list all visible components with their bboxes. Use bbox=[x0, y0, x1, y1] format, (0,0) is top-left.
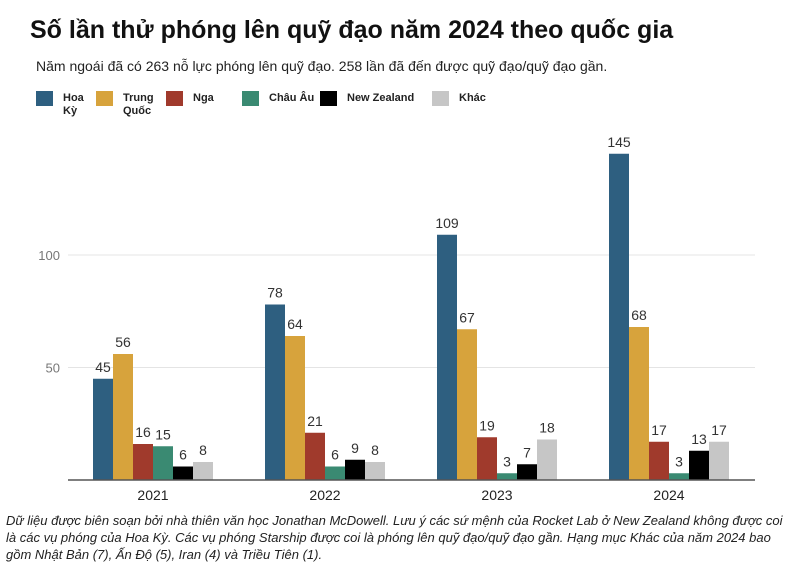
legend-item-chau-au: Châu Âu bbox=[242, 91, 329, 106]
data-label: 6 bbox=[179, 447, 187, 463]
x-tick-label: 2023 bbox=[481, 487, 512, 503]
x-tick-label: 2022 bbox=[309, 487, 340, 503]
data-label: 9 bbox=[351, 440, 359, 456]
bar-chau-au-2024 bbox=[669, 473, 689, 480]
data-label: 8 bbox=[199, 442, 207, 458]
data-label: 67 bbox=[459, 309, 475, 325]
legend-label: Khác bbox=[459, 92, 486, 104]
chart-title: Số lần thử phóng lên quỹ đạo năm 2024 th… bbox=[30, 16, 674, 44]
x-tick-label: 2024 bbox=[653, 487, 684, 503]
data-label: 19 bbox=[479, 417, 495, 433]
data-label: 17 bbox=[651, 422, 667, 438]
data-label: 3 bbox=[503, 453, 511, 469]
data-label: 109 bbox=[435, 215, 459, 231]
data-label: 15 bbox=[155, 426, 171, 442]
legend-swatch bbox=[320, 91, 337, 106]
data-label: 17 bbox=[711, 422, 727, 438]
legend-label: Trung Quốc bbox=[123, 92, 154, 117]
legend-label: New Zealand bbox=[347, 92, 415, 104]
data-label: 56 bbox=[115, 334, 131, 350]
data-label: 145 bbox=[607, 134, 631, 150]
legend-item-nga: Nga bbox=[166, 91, 233, 106]
data-label: 16 bbox=[135, 424, 151, 440]
legend-label: Châu Âu bbox=[269, 92, 315, 104]
legend-swatch bbox=[242, 91, 259, 106]
data-label: 78 bbox=[267, 285, 283, 301]
bar-nga-2024 bbox=[649, 441, 669, 480]
bar-khac-2022 bbox=[365, 462, 385, 480]
x-tick-label: 2021 bbox=[137, 487, 168, 503]
bar-hoa-ky-2023 bbox=[437, 234, 457, 480]
legend-swatch bbox=[36, 91, 53, 106]
data-label: 6 bbox=[331, 447, 339, 463]
bar-hoa-ky-2022 bbox=[265, 304, 285, 480]
bar-new-zealand-2023 bbox=[517, 464, 537, 480]
legend-item-new-zealand: New Zealand bbox=[320, 91, 437, 106]
chart-subtitle: Năm ngoái đã có 263 nỗ lực phóng lên quỹ… bbox=[36, 58, 608, 74]
bar-chau-au-2021 bbox=[153, 446, 173, 480]
bar-chau-au-2023 bbox=[497, 473, 517, 480]
bar-trung-quoc-2021 bbox=[113, 354, 133, 480]
bar-trung-quoc-2022 bbox=[285, 336, 305, 480]
bar-new-zealand-2022 bbox=[345, 459, 365, 480]
bar-trung-quoc-2023 bbox=[457, 329, 477, 480]
y-tick-label: 50 bbox=[46, 361, 60, 376]
data-label: 68 bbox=[631, 307, 647, 323]
bar-nga-2021 bbox=[133, 444, 153, 480]
data-label: 64 bbox=[287, 316, 303, 332]
legend-item-hoa-ky: Hoa Kỳ bbox=[36, 91, 97, 118]
data-label: 3 bbox=[675, 453, 683, 469]
legend-label: Hoa Kỳ bbox=[63, 92, 84, 117]
bar-new-zealand-2024 bbox=[689, 450, 709, 480]
bar-new-zealand-2021 bbox=[173, 466, 193, 480]
legend-label: Nga bbox=[193, 92, 214, 104]
bar-hoa-ky-2021 bbox=[93, 378, 113, 480]
data-label: 18 bbox=[539, 420, 555, 436]
bar-nga-2023 bbox=[477, 437, 497, 480]
bar-trung-quoc-2024 bbox=[629, 327, 649, 480]
legend-swatch bbox=[166, 91, 183, 106]
bar-chau-au-2022 bbox=[325, 466, 345, 480]
chart-caption: Dữ liệu được biên soạn bởi nhà thiên văn… bbox=[6, 513, 783, 562]
data-label: 13 bbox=[691, 431, 707, 447]
bar-khac-2021 bbox=[193, 462, 213, 480]
bar-khac-2023 bbox=[537, 439, 557, 480]
legend-swatch bbox=[96, 91, 113, 106]
y-tick-label: 100 bbox=[38, 248, 60, 263]
legend-swatch bbox=[432, 91, 449, 106]
bar-hoa-ky-2024 bbox=[609, 153, 629, 480]
data-label: 7 bbox=[523, 444, 531, 460]
data-label: 45 bbox=[95, 359, 111, 375]
data-label: 21 bbox=[307, 413, 323, 429]
bar-khac-2024 bbox=[709, 441, 729, 480]
legend-item-khac: Khác bbox=[432, 91, 509, 106]
bar-nga-2022 bbox=[305, 432, 325, 480]
data-label: 8 bbox=[371, 442, 379, 458]
legend-item-trung-quoc: Trung Quốc bbox=[96, 91, 169, 118]
